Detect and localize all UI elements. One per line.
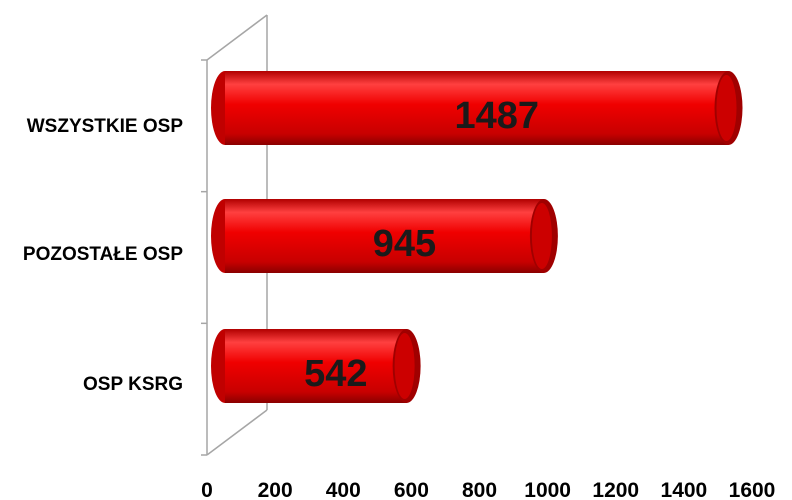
data-label: 945 (373, 223, 436, 265)
x-tick-label: 0 (201, 479, 213, 500)
chart-labels: 0 200 400 600 800 1000 1200 1400 1600 WSZYSTKIE O… (23, 95, 775, 500)
x-tick-label: 1200 (592, 479, 639, 500)
bar-body (225, 199, 544, 273)
bar-body (225, 329, 407, 403)
bar-osp-ksrg (211, 329, 421, 403)
bar-wszystkie-osp (211, 71, 743, 145)
x-tick-label: 1000 (524, 479, 571, 500)
category-label: OSP KSRG (83, 374, 183, 395)
chart-bars (211, 71, 743, 403)
data-label: 1487 (454, 95, 539, 137)
x-tick-label: 800 (462, 479, 497, 500)
category-label: POZOSTAŁE OSP (23, 244, 183, 265)
wall-top-edge (206, 14, 268, 61)
bar-end-cap-face (716, 75, 737, 141)
bar-end-cap-face (531, 203, 552, 269)
x-tick-label: 1600 (729, 479, 776, 500)
x-tick-label: 1400 (661, 479, 708, 500)
bar-body (225, 71, 729, 145)
bar-pozosta-e-osp (211, 199, 558, 273)
bar-end-cap-face (394, 333, 415, 399)
x-tick-label: 600 (394, 479, 429, 500)
x-tick-label: 200 (258, 479, 293, 500)
x-tick-label: 400 (326, 479, 361, 500)
data-label: 542 (304, 353, 367, 395)
floor-edge (206, 409, 268, 456)
category-label: WSZYSTKIE OSP (27, 116, 184, 137)
